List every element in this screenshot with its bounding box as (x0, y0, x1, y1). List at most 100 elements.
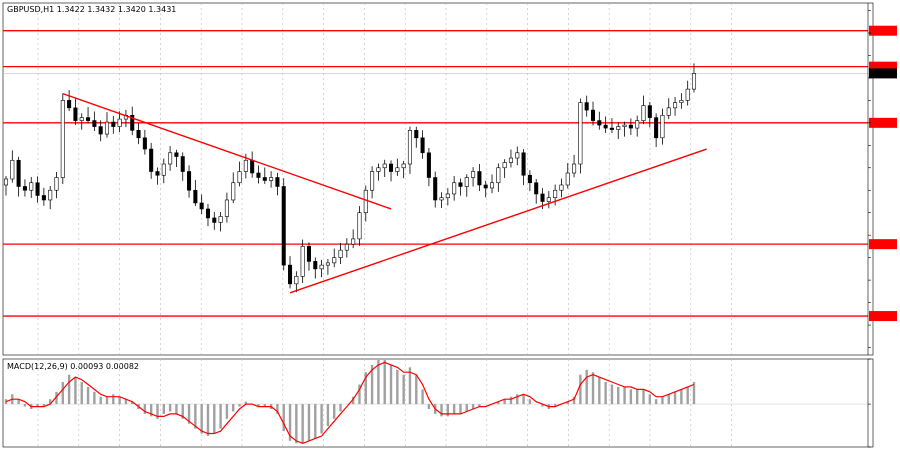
candle-body (54, 177, 59, 191)
main-panel-frame (2, 2, 874, 356)
candle-body (489, 182, 495, 189)
candle-body (420, 137, 425, 154)
candle-body (205, 208, 211, 219)
candle-body (660, 115, 665, 139)
candle-body (370, 171, 375, 191)
candle-body (262, 177, 267, 181)
candle-body (597, 120, 602, 126)
candle-body (319, 264, 324, 270)
candle-body (218, 216, 223, 223)
candle-body (546, 197, 551, 202)
candle-body (376, 167, 381, 172)
candle-body (29, 182, 34, 191)
candle-body (578, 102, 583, 165)
candle-body (445, 193, 450, 199)
candle-body (527, 174, 532, 184)
candle-body (325, 262, 330, 266)
candle-body (351, 238, 356, 245)
candle-body (67, 100, 72, 109)
trendline-descending (62, 92, 392, 210)
candle-body (130, 115, 135, 131)
candle-body (269, 177, 274, 181)
candle-body (458, 182, 463, 187)
candle-body (104, 121, 110, 135)
candle-body (224, 199, 229, 217)
candle-body (439, 197, 444, 201)
macd-panel-frame (2, 358, 874, 448)
candle-body (603, 124, 608, 129)
candle-body (155, 171, 160, 176)
candle-body (193, 189, 198, 204)
candle-body (92, 120, 97, 127)
candle-body (496, 167, 501, 184)
candle-body (142, 137, 147, 150)
candle-body (344, 243, 349, 251)
candle-body (426, 152, 431, 178)
candle-body (161, 163, 166, 176)
candle-body (641, 105, 646, 121)
candle-body (22, 186, 27, 191)
candle-body (616, 126, 621, 130)
candle-body (250, 159, 255, 174)
candle-body (98, 126, 103, 135)
candle-body (635, 120, 640, 129)
candle-body (16, 159, 21, 187)
candle-body (79, 117, 84, 121)
candle-body (3, 178, 9, 186)
candle-body (275, 177, 280, 187)
candle-body (363, 189, 368, 214)
candle-body (666, 107, 671, 116)
candle-body (10, 159, 15, 180)
candle-body (647, 105, 652, 118)
candle-body (483, 184, 488, 189)
candle-body (174, 152, 179, 157)
candle-body (433, 177, 438, 201)
candle-body (73, 107, 78, 121)
candle-body (35, 182, 40, 196)
candle-body (414, 130, 419, 139)
level-price-tag (869, 117, 897, 128)
candle-body (382, 163, 387, 169)
candle-body (679, 100, 684, 103)
candle-body (300, 246, 305, 277)
candle-body (685, 88, 690, 101)
candle-body (243, 159, 248, 172)
candle-body (256, 172, 261, 178)
candle-body (502, 162, 507, 169)
candle-body (111, 121, 116, 127)
candle-body (559, 184, 564, 191)
candle-body (622, 124, 627, 127)
candle-body (60, 100, 65, 178)
chart-title: GBPUSD,H1 1.3422 1.3432 1.3420 1.3431 (7, 5, 176, 14)
candle-body (86, 117, 91, 121)
candle-body (471, 171, 476, 178)
candle-body (212, 217, 217, 223)
candle-body (584, 102, 589, 111)
candle-body (332, 257, 337, 264)
candle-body (117, 118, 122, 127)
candle-body (313, 261, 318, 270)
candle-body (306, 246, 311, 262)
candle-body (534, 182, 539, 195)
candle-body (149, 148, 154, 172)
candle-body (180, 156, 185, 172)
macd-signal-line (5, 361, 695, 444)
trendline-ascending (289, 148, 707, 294)
candle-body (136, 130, 141, 139)
macd-label: MACD(12,26,9) 0.00093 0.00082 (7, 362, 139, 371)
candle-body (281, 186, 286, 266)
candle-body (691, 73, 697, 90)
candle-body (168, 152, 173, 165)
candle-body (338, 249, 343, 258)
candle-body (452, 182, 457, 195)
candle-body (515, 152, 520, 159)
candle-body (565, 172, 570, 186)
candle-body (609, 127, 614, 130)
candle-body (464, 177, 469, 187)
candle-body (288, 264, 293, 285)
candle-body (521, 152, 526, 176)
candle-body (407, 130, 412, 165)
candle-body (654, 117, 659, 139)
